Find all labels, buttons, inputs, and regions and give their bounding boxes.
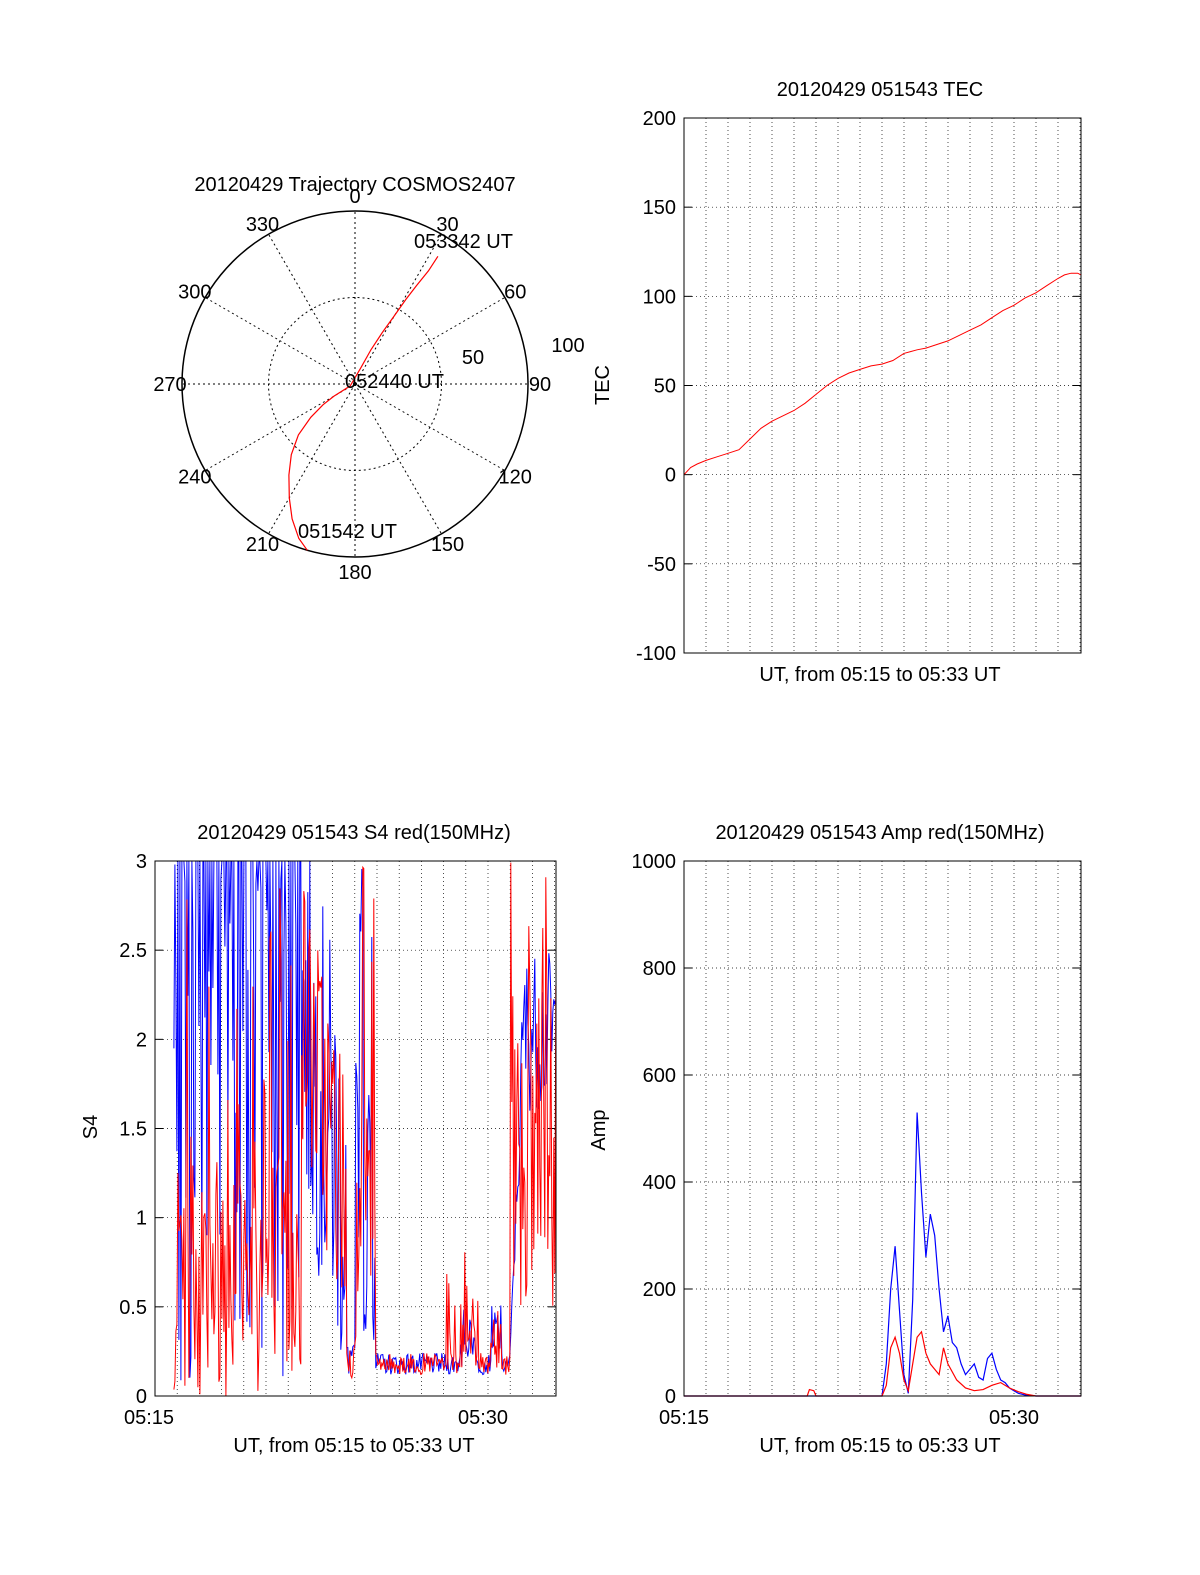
s4-y-tick-label: 3 bbox=[136, 851, 147, 873]
amp-red-series bbox=[684, 1330, 1081, 1397]
polar-radius-label-100: 100 bbox=[551, 335, 584, 357]
amp-title: 20120429 051543 Amp red(150MHz) bbox=[715, 822, 1044, 844]
amp-y-axis-label: Amp bbox=[588, 1109, 610, 1150]
polar-angle-label-330: 330 bbox=[246, 214, 279, 236]
polar-angle-label-60: 60 bbox=[504, 282, 526, 304]
polar-radius-label-50: 50 bbox=[462, 347, 484, 369]
tec-y-tick-label: 200 bbox=[643, 108, 676, 130]
s4-y-tick-label: 1.5 bbox=[119, 1119, 147, 1141]
polar-angle-label-150: 150 bbox=[431, 534, 464, 556]
polar-spoke-150 bbox=[354, 383, 442, 535]
annotation-end-time: 053342 UT bbox=[414, 231, 513, 253]
polar-spoke-60 bbox=[354, 297, 506, 385]
s4-y-tick-label: 2.5 bbox=[119, 940, 147, 962]
amp-x-tick-start: 05:15 bbox=[659, 1407, 709, 1429]
amp-grid bbox=[684, 861, 1081, 1396]
polar-title: 20120429 Trajectory COSMOS2407 bbox=[194, 174, 515, 196]
polar-angle-label-30: 30 bbox=[436, 214, 458, 236]
polar-angle-labels: 0 30 60 90 120 150 180 210 240 270 300 330 bbox=[153, 186, 551, 584]
amp-blue-series bbox=[684, 1112, 1081, 1397]
s4-title: 20120429 051543 S4 red(150MHz) bbox=[197, 822, 511, 844]
s4-x-tick-end: 05:30 bbox=[458, 1407, 508, 1429]
tec-y-ticks: -100 -50 0 50 100 150 200 bbox=[636, 108, 1081, 665]
tec-grid bbox=[684, 118, 1081, 653]
s4-x-axis-label: UT, from 05:15 to 05:33 UT bbox=[233, 1435, 474, 1457]
polar-angle-label-210: 210 bbox=[246, 534, 279, 556]
amp-y-tick-label: 0 bbox=[665, 1386, 676, 1408]
tec-y-tick-label: 50 bbox=[654, 376, 676, 398]
tec-y-axis-label: TEC bbox=[592, 365, 614, 405]
tec-frame bbox=[683, 117, 1082, 654]
polar-angle-label-0: 0 bbox=[349, 186, 360, 208]
tec-x-axis-label: UT, from 05:15 to 05:33 UT bbox=[759, 664, 1000, 686]
annotation-start-time: 051542 UT bbox=[298, 521, 397, 543]
tec-panel: 20120429 051543 TEC -100-50050100150200 … bbox=[592, 79, 1082, 686]
s4-y-tick-label: 1 bbox=[136, 1208, 147, 1230]
s4-blue-series bbox=[173, 860, 557, 1381]
s4-y-tick-label: 2 bbox=[136, 1029, 147, 1051]
s4-panel: 20120429 051543 S4 red(150MHz) 0 0.5 1 1.5 2… bbox=[80, 822, 557, 1457]
s4-y-tick-label: 0 bbox=[136, 1386, 147, 1408]
polar-spoke-330 bbox=[268, 233, 356, 385]
polar-spoke-210 bbox=[268, 383, 356, 535]
s4-y-axis-label: S4 bbox=[80, 1115, 102, 1139]
amp-x-axis-label: UT, from 05:15 to 05:33 UT bbox=[759, 1435, 1000, 1457]
s4-y-tick-label: 0.5 bbox=[119, 1297, 147, 1319]
polar-angle-label-90: 90 bbox=[529, 374, 551, 396]
tec-series-line bbox=[683, 272, 1082, 476]
polar-spoke-240 bbox=[204, 383, 356, 471]
amp-panel: 20120429 051543 Amp red(150MHz) 0 200 400 6… bbox=[588, 822, 1082, 1457]
tec-y-tick-label: 0 bbox=[665, 465, 676, 487]
tec-y-tick-label: -50 bbox=[647, 554, 676, 576]
amp-y-ticks: 0 200 400 600 800 1000 bbox=[632, 851, 1081, 1408]
polar-trajectory-panel: 20120429 Trajectory COSMOS2407 0 30 60 90 12… bbox=[153, 174, 584, 584]
tec-y-tick-label: 100 bbox=[643, 286, 676, 308]
polar-angle-label-180: 180 bbox=[338, 562, 371, 584]
polar-angle-label-120: 120 bbox=[499, 467, 532, 489]
amp-x-tick-end: 05:30 bbox=[989, 1407, 1039, 1429]
s4-y-ticks: 0 0.5 1 1.5 2 2.5 3 bbox=[119, 851, 556, 1408]
polar-angle-label-240: 240 bbox=[178, 467, 211, 489]
amp-y-tick-label: 800 bbox=[643, 958, 676, 980]
polar-spoke-300 bbox=[204, 297, 356, 385]
polar-spoke-30 bbox=[354, 233, 442, 385]
amp-y-tick-label: 200 bbox=[643, 1279, 676, 1301]
polar-angle-label-300: 300 bbox=[178, 282, 211, 304]
tec-title: 20120429 051543 TEC bbox=[777, 79, 983, 101]
annotation-mid-time: 052440 UT bbox=[345, 371, 444, 393]
polar-angle-label-270: 270 bbox=[153, 374, 186, 396]
amp-y-tick-label: 600 bbox=[643, 1065, 676, 1087]
s4-frame bbox=[154, 860, 557, 1397]
trajectory-line bbox=[288, 255, 439, 551]
polar-outer-ring bbox=[181, 210, 529, 558]
amp-y-tick-label: 1000 bbox=[632, 851, 677, 873]
tec-y-tick-label: 150 bbox=[643, 197, 676, 219]
polar-spoke-120 bbox=[354, 383, 506, 471]
tec-y-tick-label: -100 bbox=[636, 643, 676, 665]
amp-y-tick-label: 400 bbox=[643, 1172, 676, 1194]
s4-red-series bbox=[173, 862, 557, 1396]
polar-grid bbox=[181, 210, 529, 558]
s4-x-tick-start: 05:15 bbox=[124, 1407, 174, 1429]
amp-frame bbox=[683, 860, 1082, 1397]
